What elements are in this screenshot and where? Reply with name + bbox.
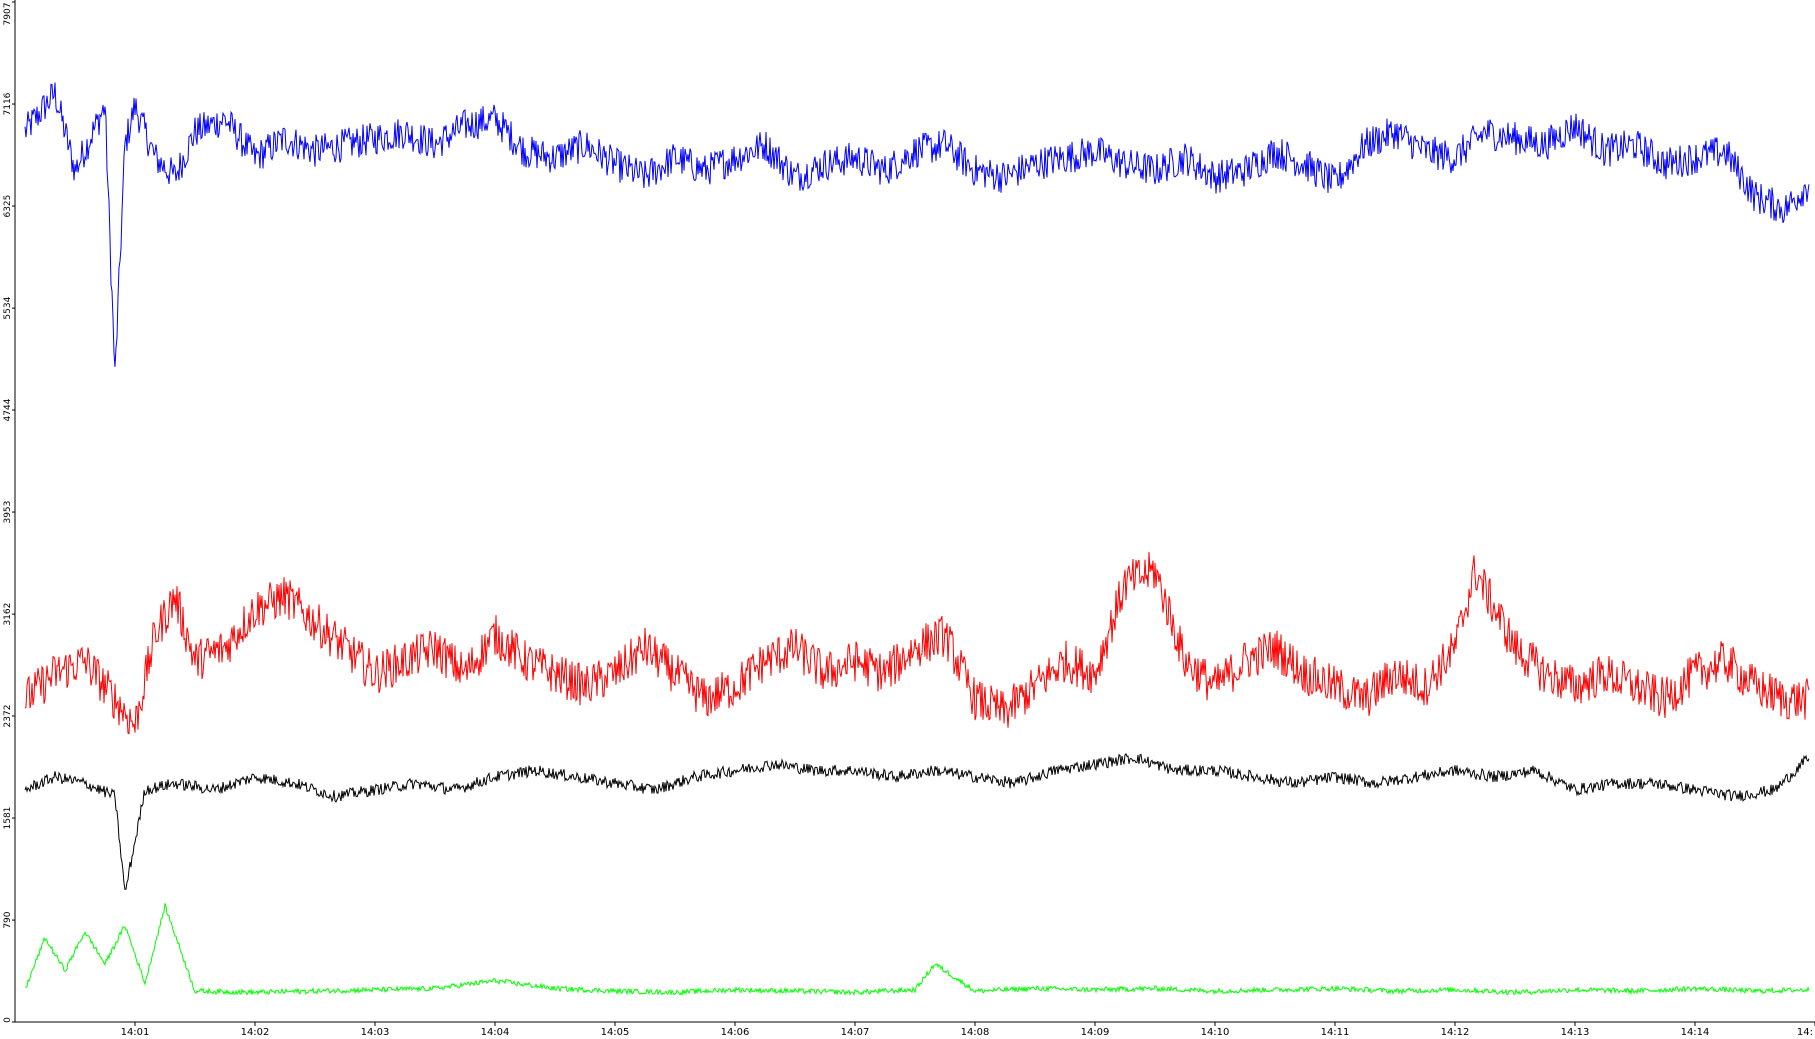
- series-line-4: [24, 903, 1810, 997]
- x-tick-label: 14:07: [841, 1027, 870, 1038]
- x-tick-label: 14:: [1797, 1027, 1813, 1038]
- y-tick-label: 790: [3, 911, 13, 928]
- x-tick-label: 14:08: [961, 1027, 990, 1038]
- x-tick-label: 14:14: [1681, 1027, 1710, 1038]
- series-line-1: [24, 82, 1810, 367]
- x-tick-label: 14:12: [1441, 1027, 1470, 1038]
- x-tick-label: 14:04: [481, 1027, 510, 1038]
- x-tick-label: 14:06: [721, 1027, 750, 1038]
- x-tick-label: 14:05: [601, 1027, 630, 1038]
- y-tick-label: 4744: [3, 398, 13, 421]
- y-tick-label: 5534: [3, 296, 13, 319]
- y-axis-band: [0, 0, 15, 1022]
- y-tick-label: 3953: [3, 501, 13, 524]
- x-tick-label: 14:03: [361, 1027, 390, 1038]
- x-tick-label: 14:01: [121, 1027, 150, 1038]
- y-tick-label: 7907: [3, 3, 13, 26]
- x-tick-label: 14:11: [1321, 1027, 1350, 1038]
- x-tick-label: 14:13: [1561, 1027, 1590, 1038]
- series-layer: [24, 82, 1810, 997]
- series-line-2: [24, 551, 1810, 735]
- y-axis-ticks: 7907 7116 6325 5534 4744 3953 3162 2372 1581 790 0: [3, 1, 15, 1023]
- x-axis-ticks: 14:01 14:02 14:03 14:04 14:05 14:06 14:07 14:08…: [121, 1022, 1815, 1038]
- x-tick-label: 14:10: [1201, 1027, 1230, 1038]
- y-tick-label: 7116: [3, 92, 13, 115]
- y-tick-label: 0: [3, 1017, 13, 1023]
- x-tick-label: 14:02: [241, 1027, 270, 1038]
- y-tick-label: 3162: [3, 603, 13, 626]
- y-tick-label: 1581: [3, 807, 13, 830]
- y-tick-label: 2372: [3, 705, 13, 728]
- x-tick-label: 14:09: [1081, 1027, 1110, 1038]
- series-line-3: [24, 753, 1810, 890]
- y-tick-label: 6325: [3, 195, 13, 218]
